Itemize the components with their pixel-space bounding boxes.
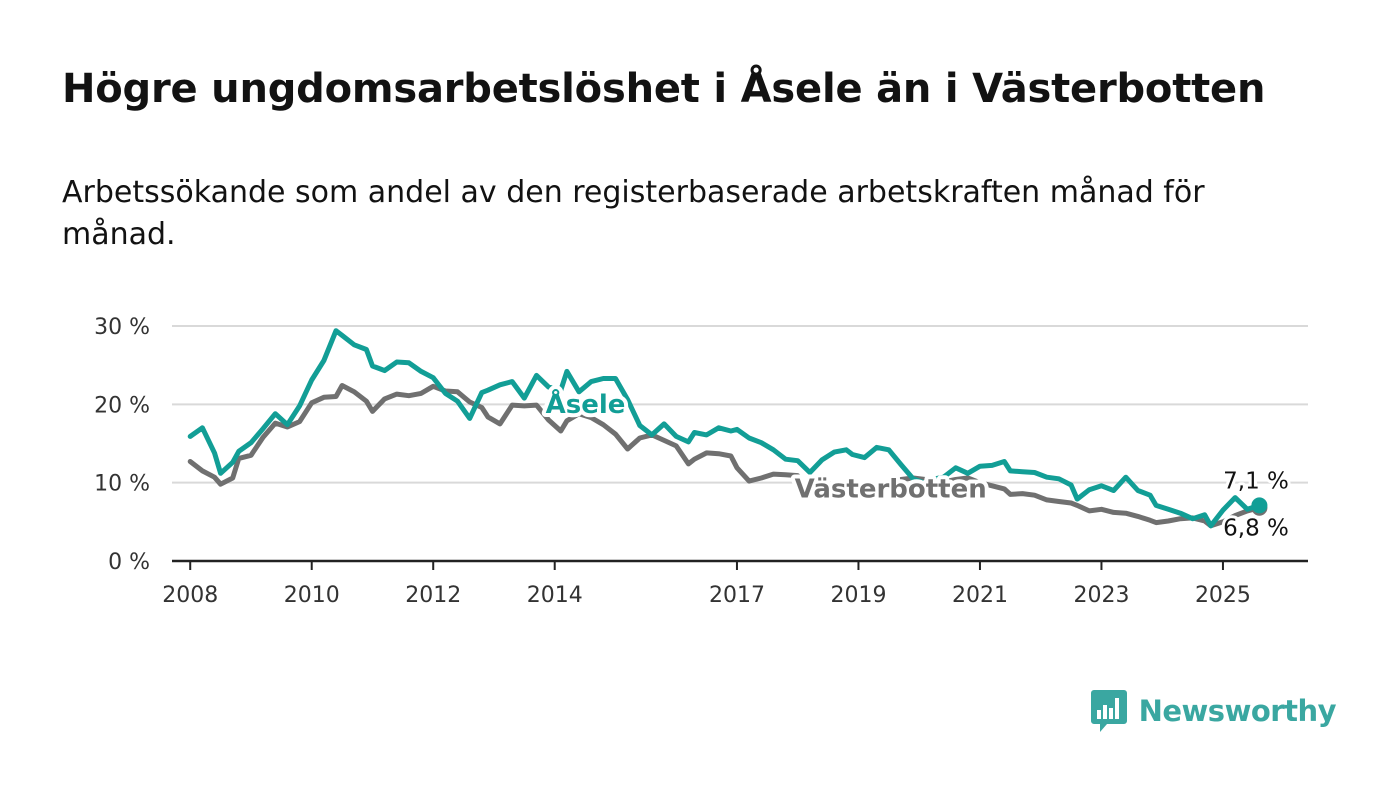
newsworthy-logo-text: Newsworthy (1138, 694, 1337, 728)
chart-title: Högre ungdomsarbetslöshet i Åsele än i V… (62, 66, 1266, 112)
x-tick-label: 2023 (1073, 583, 1129, 608)
newsworthy-logo-icon (1090, 690, 1127, 732)
series-labels: Västerbotten Åsele 7,1 % 6,8 % (542, 384, 1292, 545)
x-tick-label: 2008 (162, 583, 218, 608)
x-tick-label: 2017 (709, 583, 765, 608)
series-label-asele: Åsele (546, 388, 626, 420)
series-line-asele (187, 328, 1262, 529)
x-tick-label: 2019 (830, 583, 886, 608)
x-tick-label: 2012 (405, 583, 461, 608)
x-tick-label: 2021 (952, 583, 1008, 608)
y-tick-label: 10 % (94, 472, 150, 497)
y-tick-label: 0 % (108, 550, 150, 575)
y-tick-label: 30 % (94, 315, 150, 340)
end-value-label-vasterbotten: 6,8 % (1223, 516, 1289, 542)
x-tick-label: 2014 (527, 583, 583, 608)
series-label-vasterbotten: Västerbotten (795, 475, 987, 505)
y-tick-label: 20 % (94, 393, 150, 418)
newsworthy-logo[interactable]: Newsworthy (1090, 690, 1337, 732)
gridlines (172, 325, 1308, 563)
x-axis-ticks: 2008 2010 2012 2014 2017 2019 2021 2023 2025 (162, 561, 1251, 608)
y-axis-ticks: 0 % 10 % 20 % 30 % (94, 315, 150, 575)
x-tick-label: 2010 (284, 583, 340, 608)
series-lines (187, 328, 1268, 529)
x-tick-label: 2025 (1195, 583, 1251, 608)
end-value-label-asele: 7,1 % (1223, 468, 1289, 494)
series-line-vasterbotten (187, 383, 1262, 529)
chart-subtitle: Arbetssökande som andel av den registerb… (62, 175, 1205, 252)
series-end-point-asele (1251, 497, 1268, 514)
